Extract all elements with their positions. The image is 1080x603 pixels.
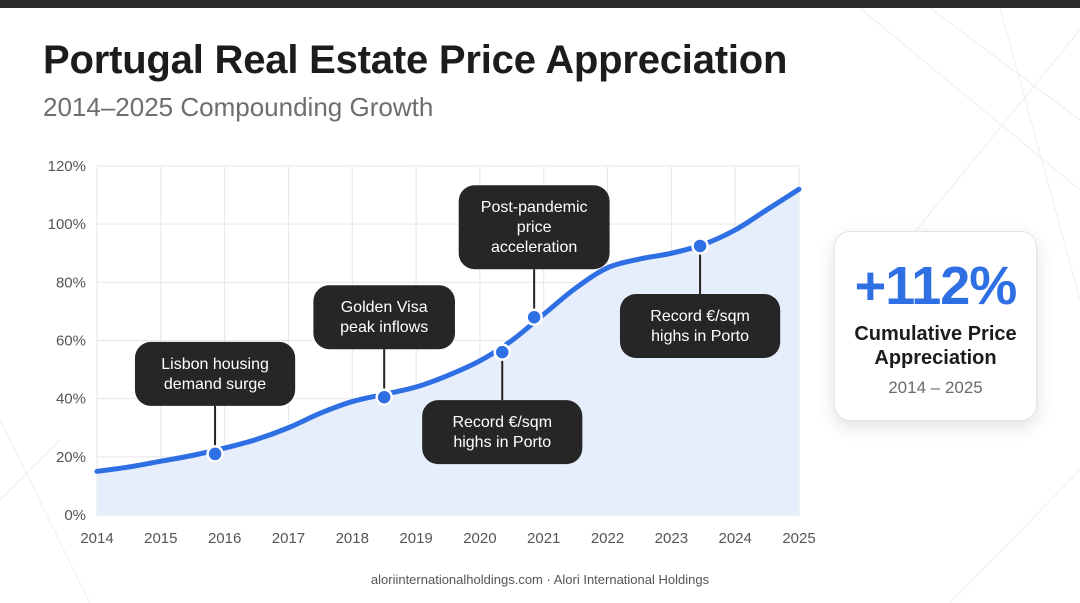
x-tick-label: 2016 [208,530,241,547]
annotation-text: demand surge [164,376,266,393]
y-tick-label: 20% [56,449,86,466]
y-axis-ticks: 0% 20% 40% 60% 80% 100% 120% [48,158,86,524]
annotation-text: price [517,219,552,236]
area-fill [97,189,799,515]
x-tick-label: 2019 [399,530,432,547]
footer-credit: aloriinternationalholdings.com · Alori I… [370,572,710,587]
y-tick-label: 0% [64,507,86,524]
x-tick-label: 2018 [336,530,369,547]
annotation-box [458,185,610,270]
x-tick-label: 2017 [272,530,305,547]
annotation-text: Record €/sqm [650,308,750,325]
annotation-box [422,400,583,465]
annotation-text: peak inflows [340,319,428,336]
stat-period: 2014 – 2025 [888,378,983,397]
top-accent-bar [0,0,1080,8]
chart-annotations: Lisbon housing demand surge Golden Visa pea… [134,185,781,465]
annotation-text: Lisbon housing [161,356,269,373]
annotation-text: highs in Porto [651,328,749,345]
annotation-point [691,237,709,255]
annotation-point [375,388,393,406]
annotation: Golden Visa peak inflows [313,285,455,406]
annotation-text: highs in Porto [453,434,551,451]
annotation: Lisbon housing demand surge [134,341,296,463]
annotation: Record €/sqm highs in Porto [422,343,583,465]
x-tick-label: 2015 [144,530,177,547]
cumulative-stat-card: +112% Cumulative Price Appreciation 2014… [834,231,1037,421]
chart-area-fill [97,189,799,515]
annotation-text: acceleration [491,239,577,256]
annotation-text: Record €/sqm [452,414,552,431]
x-axis-ticks: 2014 2015 2016 2017 2018 2019 2020 2021 2022 2023… [80,530,815,547]
stat-label: Cumulative Price Appreciation [854,323,1017,369]
annotation-box [313,285,455,350]
annotation-text: Post-pandemic [481,199,588,216]
annotation-point [206,445,224,463]
annotation-point [493,343,511,361]
y-tick-label: 60% [56,333,86,350]
x-tick-label: 2014 [80,530,113,547]
x-tick-label: 2022 [591,530,624,547]
x-tick-label: 2021 [527,530,560,547]
y-tick-label: 40% [56,391,86,408]
y-tick-label: 100% [48,216,86,233]
x-tick-label: 2023 [655,530,688,547]
x-tick-label: 2024 [718,530,751,547]
page-title: Portugal Real Estate Price Appreciation [43,38,788,82]
annotation-text: Golden Visa [341,299,428,316]
y-tick-label: 120% [48,158,86,175]
x-tick-label: 2020 [463,530,496,547]
page-subtitle: 2014–2025 Compounding Growth [43,92,434,122]
annotation: Post-pandemic price acceleration [458,185,610,326]
annotation: Record €/sqm highs in Porto [619,237,781,358]
stat-value: +112% [854,256,1018,316]
annotation-box [134,341,296,406]
annotation-box [619,293,781,358]
x-tick-label: 2025 [782,530,815,547]
annotation-point [525,308,543,326]
y-tick-label: 80% [56,274,86,291]
